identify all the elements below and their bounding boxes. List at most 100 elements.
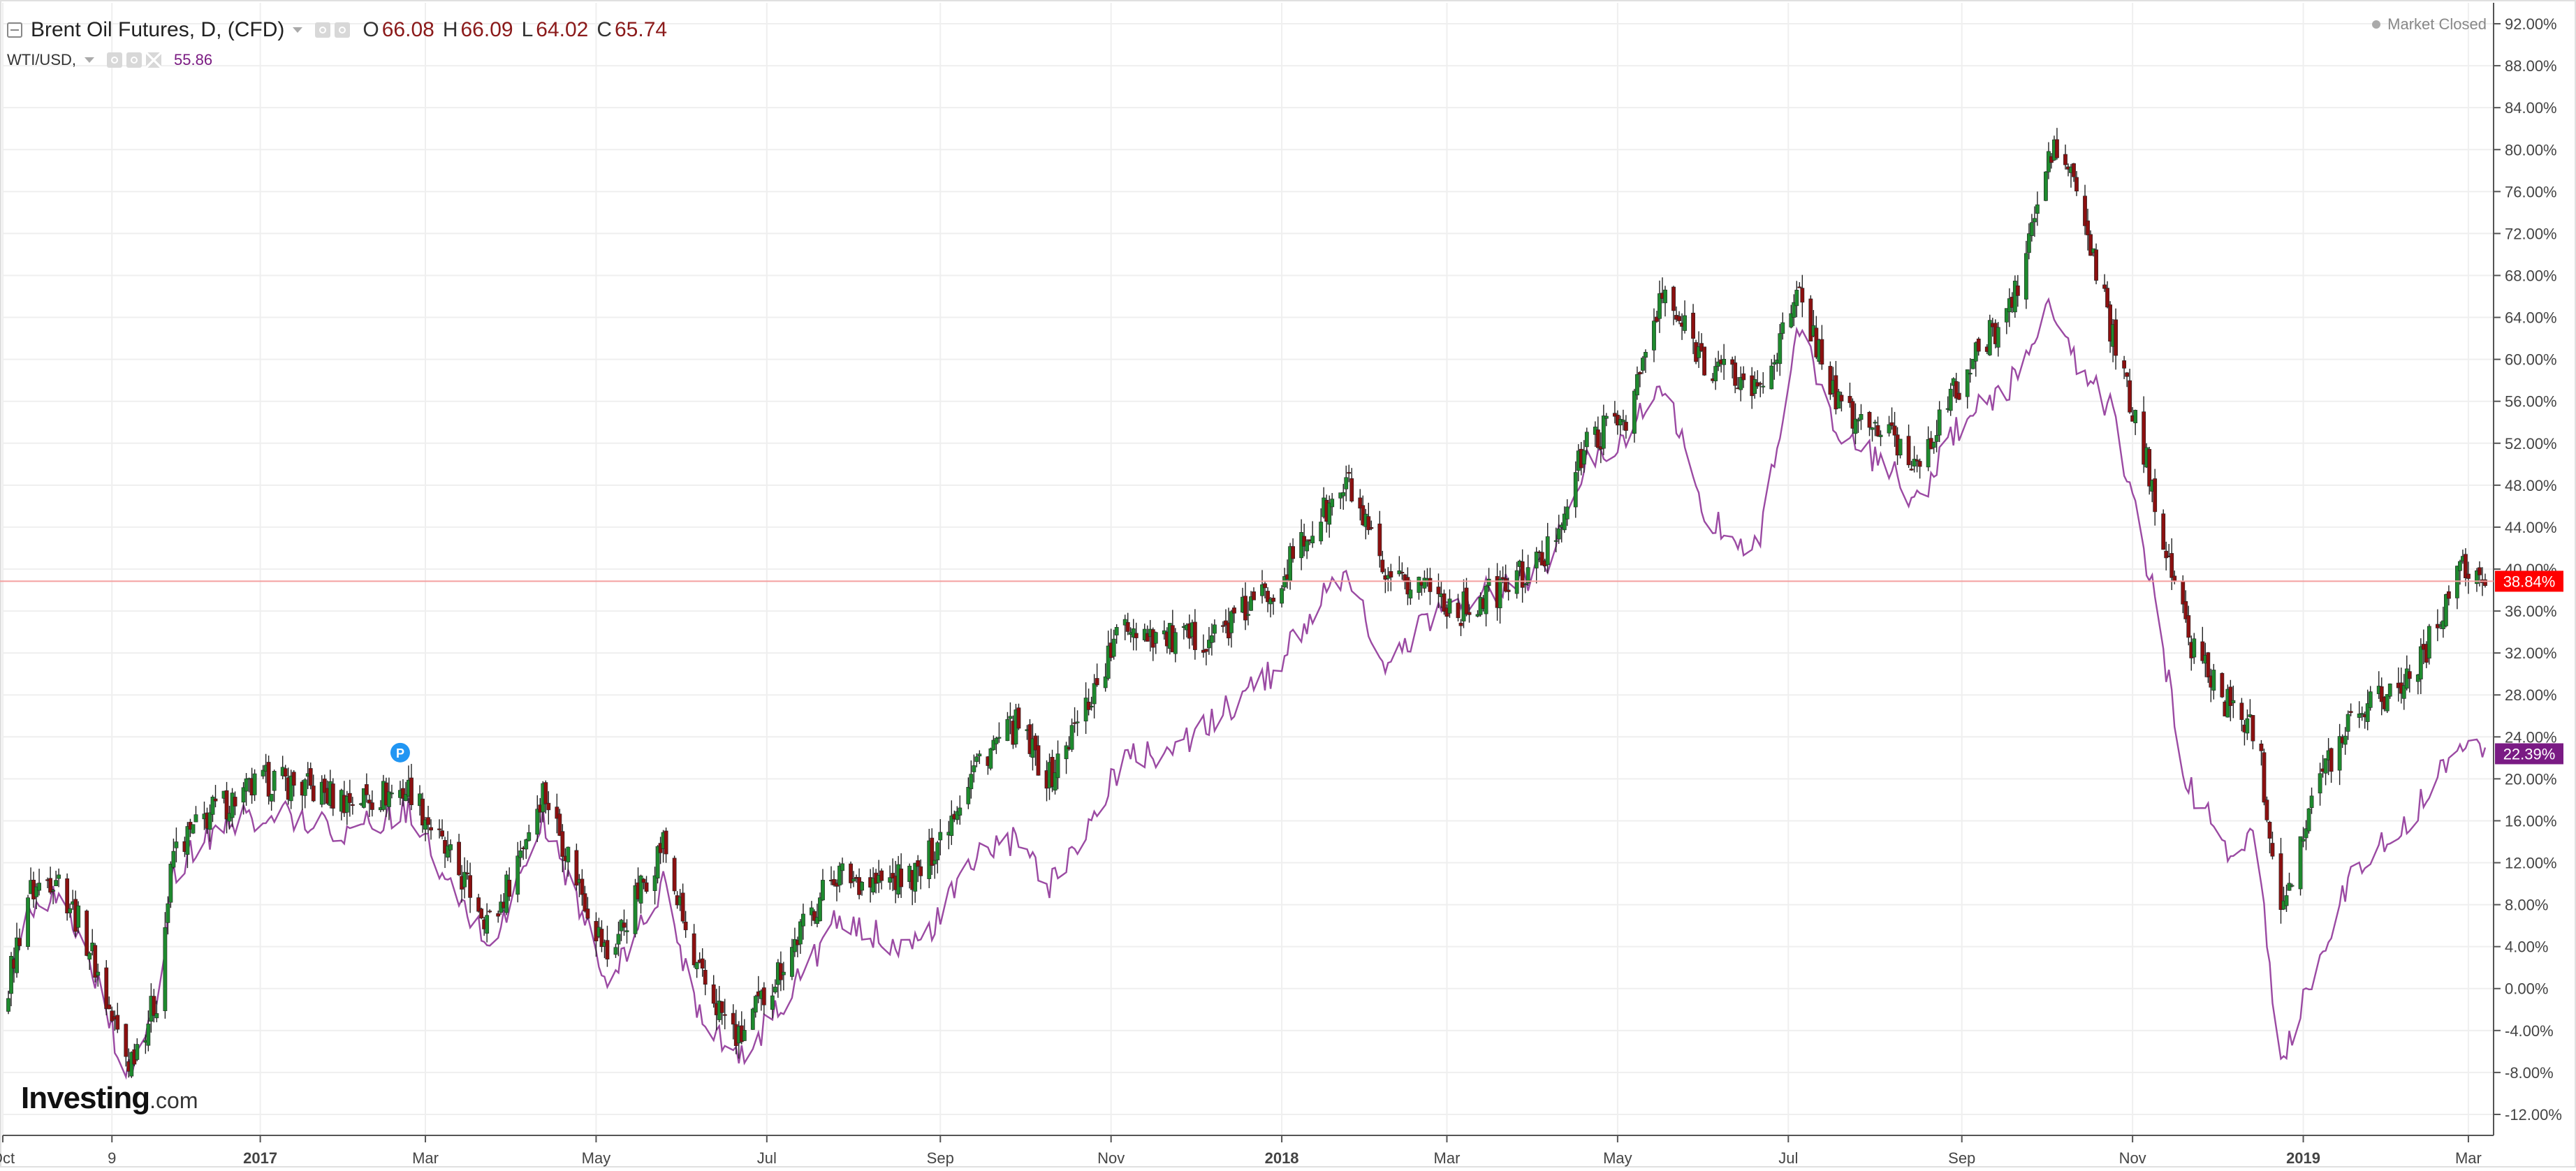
- candle-body: [2446, 591, 2451, 599]
- candle-body: [1246, 614, 1250, 616]
- candle-body: [683, 921, 688, 931]
- candle-body: [1800, 288, 1805, 303]
- caret-down-icon[interactable]: [85, 57, 94, 63]
- candle-body: [1954, 381, 1959, 399]
- settings-icon[interactable]: [335, 22, 351, 38]
- candle-body: [638, 875, 643, 904]
- candle-body: [322, 779, 327, 793]
- candle-body: [1075, 721, 1080, 723]
- candle-body: [2264, 800, 2269, 820]
- candle-body: [1092, 683, 1097, 705]
- candle-body: [977, 753, 982, 757]
- candle-body: [1086, 701, 1091, 710]
- candle-body: [2186, 615, 2191, 638]
- candle-body: [48, 878, 53, 893]
- candle-body: [1909, 469, 1914, 471]
- candle-body: [972, 765, 976, 772]
- x-tick-label: Mar: [412, 1149, 439, 1167]
- visibility-icon[interactable]: [107, 52, 122, 68]
- candle-body: [2267, 822, 2272, 839]
- candle-body: [652, 875, 657, 891]
- status-dot-icon: [2372, 20, 2381, 29]
- candle-body: [2337, 736, 2342, 771]
- compare-symbol[interactable]: WTI/USD,: [7, 51, 76, 68]
- candle-body: [283, 768, 288, 777]
- candle-body: [2083, 196, 2087, 226]
- candle-body: [916, 860, 921, 867]
- close-icon[interactable]: [146, 52, 161, 68]
- candle-body: [821, 880, 825, 901]
- y-tick-label: 56.00%: [2505, 393, 2557, 411]
- candle-body: [2012, 281, 2017, 313]
- candle-body: [440, 830, 444, 837]
- candle-body: [938, 832, 943, 841]
- candle-body: [1973, 342, 1978, 362]
- collapse-icon[interactable]: [7, 22, 22, 38]
- y-tick-label: 36.00%: [2505, 603, 2557, 620]
- candle-body: [2183, 601, 2188, 619]
- candle-body: [1464, 587, 1469, 614]
- candle-body: [1996, 327, 2000, 348]
- candle-body: [2478, 567, 2482, 575]
- candle-body: [2055, 139, 2059, 159]
- candle-body: [68, 908, 73, 913]
- y-tick-label: -12.00%: [2505, 1106, 2562, 1124]
- candle-body: [1965, 369, 1970, 397]
- candle-body: [2015, 285, 2020, 296]
- candle-body: [2304, 828, 2308, 839]
- candle-body: [1875, 425, 1880, 436]
- caret-down-icon[interactable]: [293, 27, 303, 33]
- x-tick-label: Jul: [757, 1149, 777, 1167]
- candle-body: [2368, 691, 2373, 708]
- candle-body: [311, 786, 316, 802]
- x-tick-label: May: [582, 1149, 611, 1167]
- candle-body: [812, 911, 817, 921]
- candle-body: [2161, 513, 2166, 550]
- candle-body: [291, 772, 296, 786]
- candle-body: [1878, 434, 1883, 437]
- candle-body: [207, 812, 212, 830]
- x-tick-label: Mar: [2455, 1149, 2482, 1167]
- candle-body: [2455, 566, 2459, 598]
- candle-body: [1792, 302, 1796, 318]
- candle-body: [719, 1001, 724, 1013]
- settings-icon[interactable]: [126, 52, 142, 68]
- candle-body: [801, 913, 805, 927]
- candle-body: [580, 878, 585, 895]
- candle-body: [860, 881, 864, 891]
- candle-body: [319, 781, 324, 805]
- candle-body: [1915, 459, 1919, 462]
- candle-body: [1956, 392, 1961, 400]
- candle-body: [2181, 580, 2186, 605]
- symbol-title[interactable]: Brent Oil Futures, D, (CFD): [31, 18, 285, 41]
- candle-body: [2306, 808, 2311, 832]
- x-tick-label: 2019: [2286, 1149, 2320, 1167]
- candle-body: [851, 878, 856, 882]
- candle-body: [1305, 540, 1310, 552]
- y-tick-label: -4.00%: [2505, 1022, 2554, 1040]
- candle-body: [770, 995, 775, 1010]
- candle-body: [1400, 572, 1405, 574]
- candle-body: [1271, 598, 1275, 602]
- candle-body: [1173, 632, 1178, 654]
- candle-body: [1859, 414, 1864, 420]
- candle-body: [65, 878, 70, 913]
- candle-body: [1797, 286, 1802, 288]
- y-tick-label: 16.00%: [2505, 812, 2557, 830]
- candle-body: [773, 987, 777, 993]
- candle-body: [2122, 360, 2127, 369]
- candle-body: [1565, 506, 1569, 520]
- candle-body: [110, 1010, 115, 1022]
- candle-body: [997, 737, 1002, 739]
- candle-body: [694, 962, 699, 969]
- candle-body: [213, 798, 218, 802]
- candle-body: [302, 779, 307, 796]
- visibility-icon[interactable]: [315, 22, 331, 38]
- candle-body: [599, 929, 604, 948]
- candle-body: [1758, 383, 1763, 385]
- candle-body: [691, 933, 696, 966]
- candle-body: [655, 846, 660, 878]
- candle-body: [641, 878, 646, 883]
